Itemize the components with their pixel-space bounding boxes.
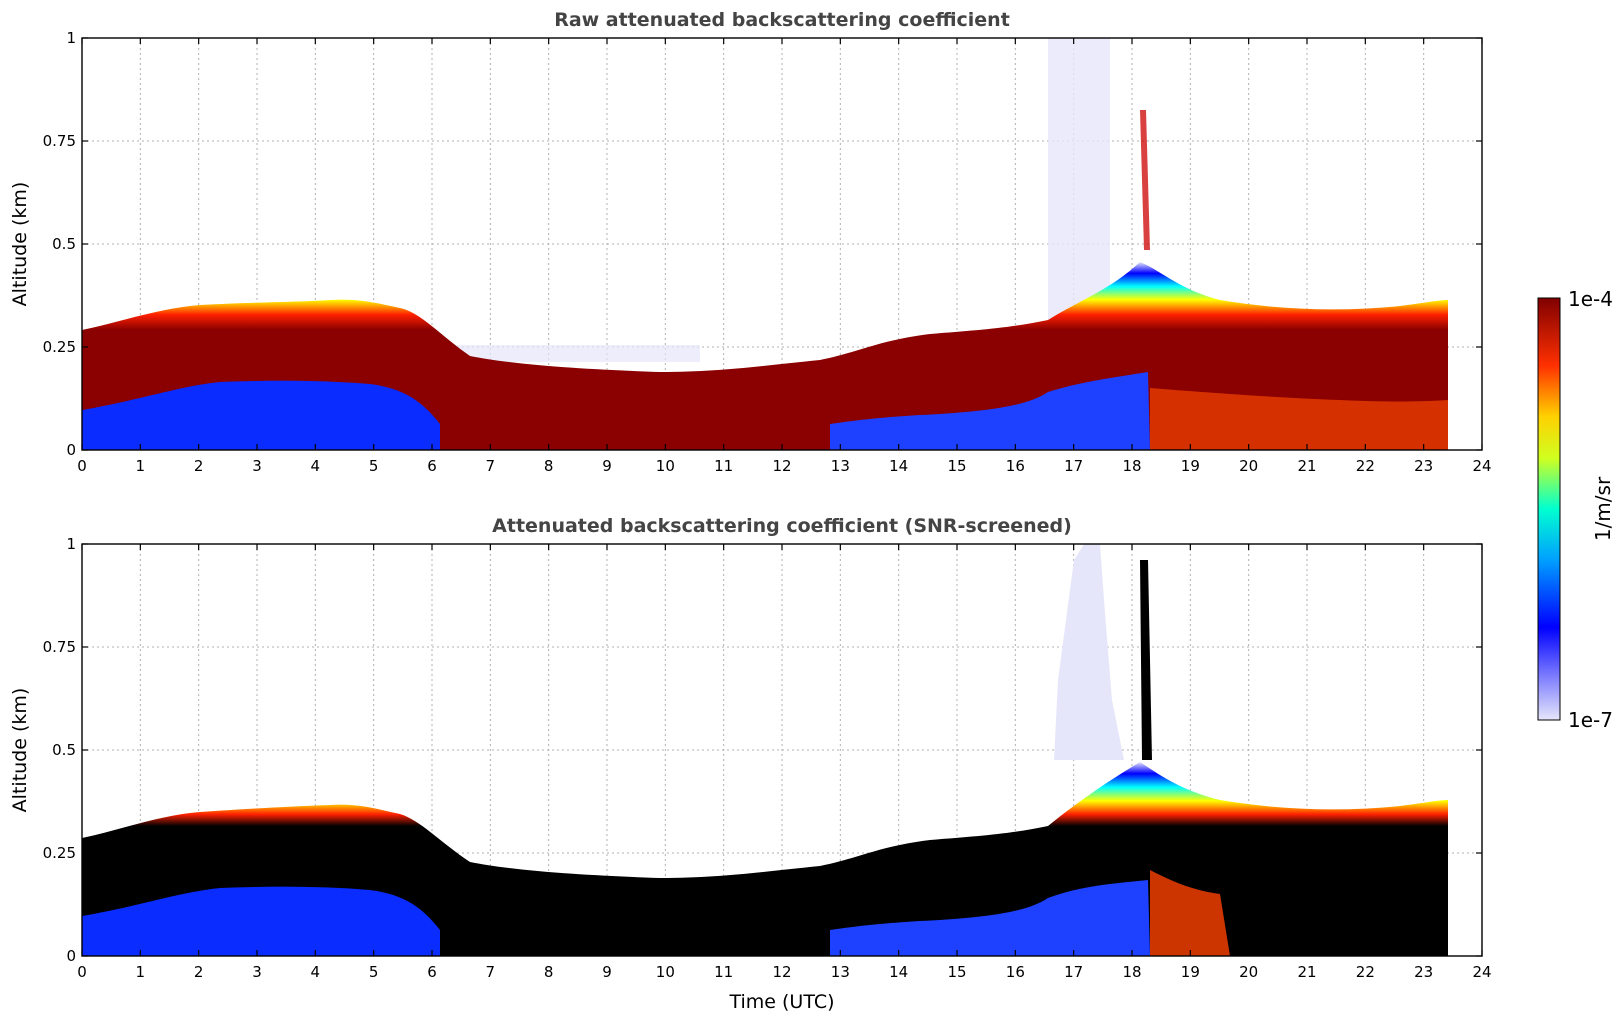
bottom-y-tick-label: 0.75: [43, 638, 76, 656]
colorbar: 1e-4 1e-7 1/m/sr: [1537, 287, 1615, 732]
colorbar-unit-label: 1/m/sr: [1591, 476, 1615, 541]
bottom-heatmap: [82, 544, 1482, 956]
bottom-x-tick-label: 8: [544, 963, 554, 981]
bottom-x-tick-label: 9: [602, 963, 612, 981]
top-x-tick-label: 15: [947, 457, 966, 475]
bottom-x-tick-label: 11: [714, 963, 733, 981]
bottom-x-tick-label: 13: [831, 963, 850, 981]
top-y-tick-label: 1: [66, 29, 76, 47]
top-panel-title: Raw attenuated backscattering coefficien…: [554, 9, 1010, 31]
top-x-tick-label: 8: [544, 457, 554, 475]
top-dense-plume: [1140, 110, 1150, 250]
bottom-x-tick-label: 0: [77, 963, 87, 981]
top-x-tick-label: 13: [831, 457, 850, 475]
top-x-tick-label: 17: [1064, 457, 1083, 475]
bottom-x-tick-label: 17: [1064, 963, 1083, 981]
top-x-tick-label: 24: [1472, 457, 1491, 475]
bottom-x-tick-label: 12: [772, 963, 791, 981]
bottom-y-tick-label: 0.5: [52, 741, 76, 759]
bottom-x-tick-label: 24: [1472, 963, 1491, 981]
bottom-haze-region: [1054, 544, 1124, 760]
bottom-x-tick-label: 22: [1356, 963, 1375, 981]
top-y-tick-label: 0.75: [43, 132, 76, 150]
bottom-x-tick-label: 7: [486, 963, 496, 981]
top-panel: Raw attenuated backscattering coefficien…: [9, 9, 1492, 475]
top-x-tick-label: 19: [1181, 457, 1200, 475]
top-x-tick-label: 16: [1006, 457, 1025, 475]
top-x-tick-label: 11: [714, 457, 733, 475]
bottom-y-tick-label: 1: [66, 535, 76, 553]
top-axis-ticks: 0 1 2 3 4 5 6 7 8 9 10 11 12 13 14 15 16 17 18 19 20 21 22 23 24…: [43, 29, 1492, 475]
bottom-dense-plume: [1140, 560, 1152, 760]
bottom-boundary-layer: [82, 886, 440, 956]
top-y-tick-label: 0.5: [52, 235, 76, 253]
bottom-x-tick-label: 18: [1122, 963, 1141, 981]
top-x-tick-label: 18: [1122, 457, 1141, 475]
bottom-x-tick-label: 23: [1414, 963, 1433, 981]
top-boundary-layer-2: [830, 372, 1150, 450]
top-y-tick-label: 0.25: [43, 338, 76, 356]
top-x-tick-label: 7: [486, 457, 496, 475]
bottom-x-tick-label: 19: [1181, 963, 1200, 981]
colorbar-scale: [1537, 297, 1561, 721]
bottom-x-tick-label: 16: [1006, 963, 1025, 981]
top-surface-layer: [1150, 388, 1448, 450]
bottom-x-tick-label: 5: [369, 963, 379, 981]
bottom-y-tick-label: 0: [66, 947, 76, 965]
top-heatmap: [82, 38, 1482, 450]
bottom-x-tick-label: 3: [252, 963, 262, 981]
top-x-tick-label: 22: [1356, 457, 1375, 475]
bottom-x-tick-label: 6: [427, 963, 437, 981]
bottom-x-tick-label: 21: [1297, 963, 1316, 981]
bottom-x-tick-label: 14: [889, 963, 908, 981]
colorbar-min-label: 1e-7: [1568, 708, 1613, 732]
top-x-tick-label: 0: [77, 457, 87, 475]
bottom-x-tick-label: 15: [947, 963, 966, 981]
bottom-panel-title: Attenuated backscattering coefficient (S…: [492, 515, 1072, 537]
top-x-tick-label: 5: [369, 457, 379, 475]
top-x-tick-label: 12: [772, 457, 791, 475]
bottom-x-tick-label: 2: [194, 963, 204, 981]
top-x-tick-label: 1: [136, 457, 146, 475]
bottom-x-tick-label: 4: [311, 963, 321, 981]
top-x-tick-label: 3: [252, 457, 262, 475]
top-boundary-layer: [82, 380, 440, 450]
bottom-x-tick-label: 20: [1239, 963, 1258, 981]
bottom-y-tick-label: 0.25: [43, 844, 76, 862]
bottom-x-tick-label: 1: [136, 963, 146, 981]
bottom-axis-ticks: 0 1 2 3 4 5 6 7 8 9 10 11 12 13 14 15 16 17 18 19 20 21 22 23 24…: [43, 535, 1492, 981]
bottom-y-axis-label: Altitude (km): [9, 688, 31, 813]
top-x-tick-label: 2: [194, 457, 204, 475]
top-x-tick-label: 4: [311, 457, 321, 475]
bottom-x-axis-label: Time (UTC): [728, 991, 834, 1013]
bottom-x-tick-label: 10: [656, 963, 675, 981]
top-x-tick-label: 6: [427, 457, 437, 475]
bottom-boundary-layer-2: [830, 880, 1150, 956]
colorbar-max-label: 1e-4: [1568, 287, 1613, 311]
top-faint-haze: [440, 345, 700, 362]
top-x-tick-label: 9: [602, 457, 612, 475]
top-x-tick-label: 20: [1239, 457, 1258, 475]
top-y-axis-label: Altitude (km): [9, 182, 31, 307]
top-y-tick-label: 0: [66, 441, 76, 459]
top-x-tick-label: 10: [656, 457, 675, 475]
top-x-tick-label: 21: [1297, 457, 1316, 475]
top-x-tick-label: 23: [1414, 457, 1433, 475]
bottom-surface-layer: [1150, 870, 1230, 956]
bottom-panel: Attenuated backscattering coefficient (S…: [9, 515, 1492, 1013]
top-x-tick-label: 14: [889, 457, 908, 475]
